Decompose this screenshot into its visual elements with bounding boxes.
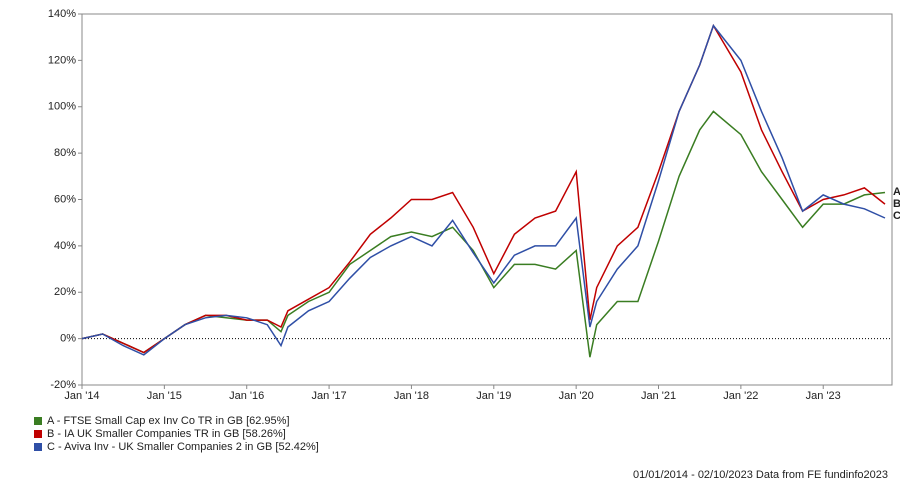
end-label: A bbox=[893, 186, 900, 198]
x-tick-label: Jan '15 bbox=[147, 390, 182, 402]
y-tick-label: 80% bbox=[54, 147, 76, 159]
legend-swatch bbox=[34, 430, 42, 438]
y-tick-label: 120% bbox=[48, 54, 76, 66]
x-tick-label: Jan '17 bbox=[312, 390, 347, 402]
x-tick-label: Jan '23 bbox=[806, 390, 841, 402]
footer: 01/01/2014 - 02/10/2023 Data from FE fun… bbox=[633, 469, 888, 481]
legend-swatch bbox=[34, 443, 42, 451]
y-tick-label: 60% bbox=[54, 193, 76, 205]
y-tick-label: 40% bbox=[54, 240, 76, 252]
series-line bbox=[81, 23, 886, 354]
y-tick-label: 140% bbox=[48, 8, 76, 20]
x-tick-label: Jan '21 bbox=[641, 390, 676, 402]
y-tick-label: -20% bbox=[50, 379, 76, 391]
x-tick-label: Jan '16 bbox=[229, 390, 264, 402]
legend-label: C - Aviva Inv - UK Smaller Companies 2 i… bbox=[47, 441, 319, 453]
x-tick-label: Jan '18 bbox=[394, 390, 429, 402]
legend-label: B - IA UK Smaller Companies TR in GB [58… bbox=[47, 428, 286, 440]
plot-frame bbox=[81, 13, 893, 386]
series-line bbox=[81, 24, 886, 356]
x-tick-label: Jan '19 bbox=[476, 390, 511, 402]
legend-label: A - FTSE Small Cap ex Inv Co TR in GB [6… bbox=[47, 415, 290, 427]
series-line bbox=[81, 110, 886, 358]
x-tick-label: Jan '22 bbox=[723, 390, 758, 402]
x-tick-label: Jan '20 bbox=[559, 390, 594, 402]
y-tick-label: 100% bbox=[48, 101, 76, 113]
end-label: B bbox=[893, 198, 900, 210]
end-label: C bbox=[893, 210, 900, 222]
legend-swatch bbox=[34, 417, 42, 425]
y-tick-label: 0% bbox=[60, 333, 76, 345]
y-tick-label: 20% bbox=[54, 286, 76, 298]
x-tick-label: Jan '14 bbox=[64, 390, 99, 402]
